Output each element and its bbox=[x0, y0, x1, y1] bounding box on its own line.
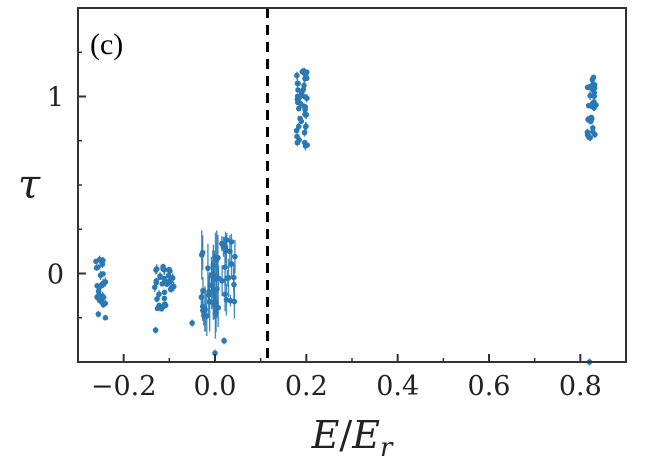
data-point bbox=[189, 320, 195, 326]
data-point bbox=[293, 127, 300, 134]
data-point bbox=[161, 295, 168, 302]
data-point bbox=[98, 294, 104, 300]
data-point bbox=[213, 257, 220, 263]
x-tick-label: 0.2 bbox=[285, 371, 328, 402]
data-point bbox=[294, 139, 301, 146]
data-point bbox=[95, 288, 102, 295]
data-point bbox=[295, 105, 302, 112]
data-point bbox=[593, 102, 599, 108]
data-point bbox=[303, 111, 310, 118]
data-point bbox=[221, 242, 228, 249]
data-point bbox=[208, 282, 215, 289]
data-point bbox=[227, 248, 233, 255]
x-axis-label-slash: / bbox=[339, 413, 352, 457]
x-axis-label-main: E bbox=[311, 413, 340, 457]
data-point bbox=[586, 134, 592, 141]
data-point bbox=[161, 301, 168, 307]
data-point bbox=[154, 296, 160, 302]
data-point bbox=[205, 265, 211, 271]
data-point bbox=[294, 133, 300, 140]
data-point bbox=[224, 275, 231, 281]
data-point bbox=[297, 100, 304, 107]
data-point bbox=[212, 350, 218, 356]
data-point bbox=[588, 114, 595, 121]
data-point bbox=[589, 76, 596, 83]
data-point bbox=[166, 266, 172, 273]
data-point bbox=[161, 289, 168, 296]
data-point bbox=[152, 327, 159, 333]
data-marks bbox=[93, 67, 599, 366]
data-point bbox=[97, 272, 104, 279]
x-axis-label: E/Er bbox=[311, 413, 394, 462]
y-tick-label: 1 bbox=[47, 83, 64, 114]
data-point bbox=[589, 129, 596, 135]
data-point bbox=[298, 118, 305, 125]
data-point bbox=[151, 284, 158, 291]
x-tick-label: 0.8 bbox=[559, 371, 602, 402]
x-tick-label: 0.0 bbox=[194, 371, 237, 402]
data-point bbox=[93, 264, 100, 271]
x-tick-label: 0.6 bbox=[468, 371, 511, 402]
data-point bbox=[219, 277, 225, 284]
data-point bbox=[165, 272, 172, 279]
data-point bbox=[205, 292, 212, 298]
data-point bbox=[160, 263, 166, 270]
data-point bbox=[232, 253, 238, 260]
data-point bbox=[98, 299, 105, 305]
y-tick-label: 0 bbox=[47, 260, 64, 291]
data-point bbox=[301, 129, 308, 136]
data-point bbox=[153, 266, 160, 272]
x-tick-label: −0.2 bbox=[91, 371, 157, 402]
data-point bbox=[303, 123, 309, 130]
data-point bbox=[585, 102, 592, 109]
x-axis-label-denom: E bbox=[351, 413, 380, 457]
x-tick-label: 0.4 bbox=[376, 371, 419, 402]
data-point bbox=[304, 95, 310, 102]
x-axis-label-sub: r bbox=[380, 433, 394, 462]
data-point bbox=[221, 337, 227, 344]
data-point bbox=[157, 274, 163, 281]
data-point bbox=[199, 249, 206, 256]
data-point bbox=[154, 305, 161, 312]
data-point bbox=[304, 142, 310, 148]
data-point bbox=[295, 87, 301, 93]
data-point bbox=[295, 80, 301, 87]
data-point bbox=[223, 297, 230, 303]
data-point bbox=[590, 81, 597, 88]
data-point bbox=[298, 90, 305, 97]
data-point bbox=[167, 278, 173, 284]
data-point bbox=[230, 274, 237, 281]
y-axis-label: τ bbox=[18, 162, 41, 208]
y-axis-ticks: 01 bbox=[47, 7, 86, 363]
data-point bbox=[301, 68, 307, 74]
data-point bbox=[591, 89, 598, 96]
data-point bbox=[303, 75, 310, 82]
data-point bbox=[294, 72, 300, 79]
data-point bbox=[99, 261, 106, 268]
x-axis-ticks: −0.2 0.0 0.2 0.4 0.6 0.8 bbox=[77, 354, 627, 402]
data-point bbox=[96, 256, 103, 263]
data-point bbox=[98, 282, 104, 289]
panel-label: (c) bbox=[90, 28, 123, 61]
data-point bbox=[210, 271, 216, 277]
data-point bbox=[95, 311, 102, 317]
data-point bbox=[200, 287, 206, 294]
data-point bbox=[589, 125, 596, 131]
data-point bbox=[167, 286, 174, 293]
data-point bbox=[102, 314, 109, 321]
